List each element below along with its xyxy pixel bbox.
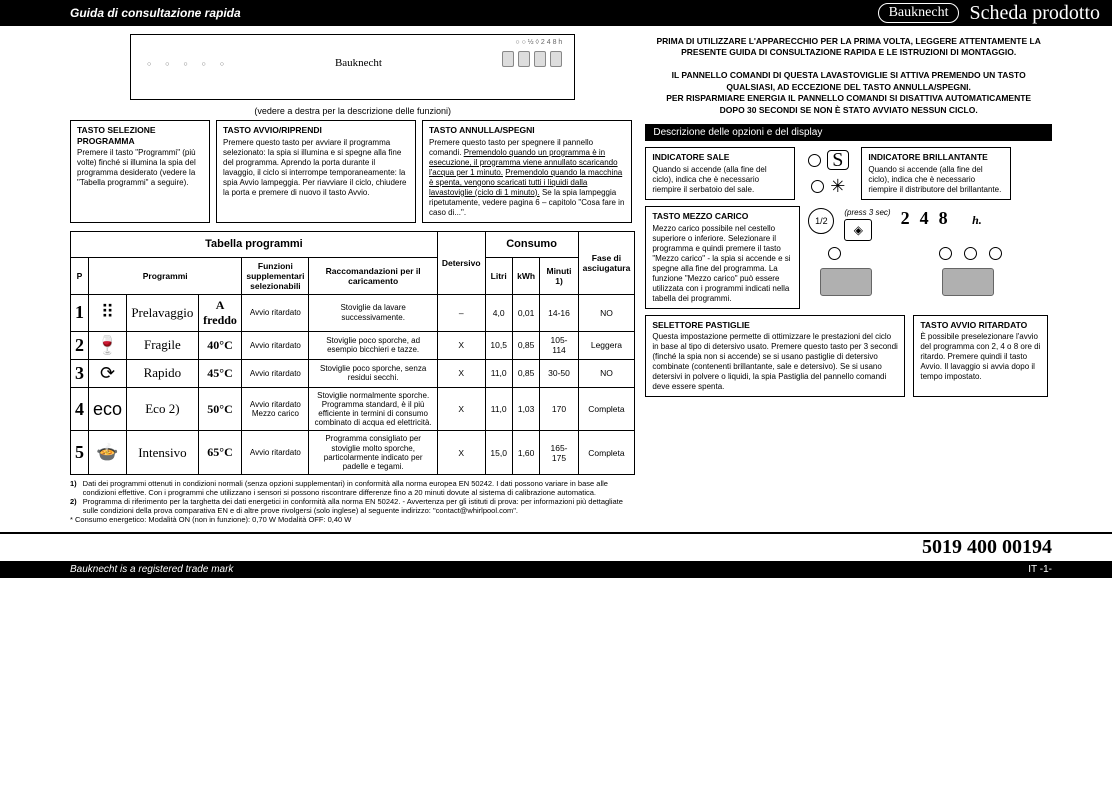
callout-body: Premere il tasto "Programmi" (più volte)… [77,148,203,188]
header-right: Scheda prodotto [969,2,1100,25]
table-row: 5🍲Intensivo65°CAvvio ritardatoProgramma … [71,431,635,475]
panel-indicator-icons: ○ ○ ½ ◊ 2 4 8 h [515,39,562,46]
document-number: 5019 400 00194 [0,532,1112,561]
table-row: 3⟳Rapido45°CAvvio ritardatoStoviglie poc… [71,359,635,387]
box-delay-start: TASTO AVVIO RITARDATOÈ possibile presele… [913,315,1048,398]
brand-logo: Bauknecht [878,3,960,23]
box-half-load: TASTO MEZZO CARICOMezzo carico possibile… [645,206,800,309]
col-p: P [71,257,89,294]
header-title: Guida di consultazione rapida [70,6,878,20]
page-lang: IT -1- [1028,564,1052,575]
panel-brand: Bauknecht [335,57,382,69]
col-reco: Raccomandazioni per il caricamento [309,257,437,294]
box-tablet-selector: SELETTORE PASTIGLIEQuesta impostazione p… [645,315,905,398]
program-table: Tabella programmi Detersivo Consumo Fase… [70,231,635,476]
tablet-icon: ◈ [844,219,872,241]
header-bar: Guida di consultazione rapida Bauknecht … [0,0,1112,26]
callout-title: TASTO SELEZIONE PROGRAMMA [77,125,203,146]
col-minutes: Minuti 1) [540,257,578,294]
control-panel-diagram: ○ ○ ○ ○ ○ Bauknecht ○ ○ ½ ◊ 2 4 8 h [130,34,575,100]
table-consumption: Consumo [485,231,578,257]
table-row: 2🍷Fragile40°CAvvio ritardatoStoviglie po… [71,331,635,359]
delay-hours: 248 h. [901,208,982,229]
box-rinse-indicator: INDICATORE BRILLANTANTEQuando si accende… [861,147,1011,200]
table-row: 1⠿PrelavaggioA freddoAvvio ritardatoStov… [71,294,635,331]
trademark-text: Bauknecht is a registered trade mark [70,564,1028,575]
panel-caption: (vedere a destra per la descrizione dell… [70,106,635,116]
rinse-icon: ✳ [830,176,845,197]
callout-cancel-off: TASTO ANNULLA/SPEGNI Premere questo tast… [422,120,632,223]
panel-prog-icons: ○ ○ ○ ○ ○ [147,61,230,68]
col-functions: Funzioni supplementari selezionabili [242,257,309,294]
indicator-icons: S ✳ [803,147,853,200]
col-programs: Programmi [89,257,242,294]
footnotes: 1)Dati dei programmi ottenuti in condizi… [70,479,635,524]
col-drying: Fase di asciugatura [578,231,635,294]
press-3sec-label: (press 3 sec) [844,208,890,217]
half-load-icon: 1/2 [808,208,834,234]
col-kwh: kWh [512,257,540,294]
half-load-button[interactable] [820,268,872,296]
col-detergent: Detersivo [437,231,485,294]
box-salt-indicator: INDICATORE SALEQuando si accende (alla f… [645,147,795,200]
indicator-leds [828,247,1048,260]
table-title: Tabella programmi [71,231,438,257]
delay-button[interactable] [942,268,994,296]
warning-block: PRIMA DI UTILIZZARE L'APPARECCHIO PER LA… [645,34,1052,124]
col-litres: Litri [485,257,512,294]
callout-title: TASTO ANNULLA/SPEGNI [429,125,625,136]
salt-icon: S [827,150,849,170]
callout-title: TASTO AVVIO/RIPRENDI [223,125,409,136]
panel-buttons [502,51,562,67]
callout-body: Premere questo tasto per spegnere il pan… [429,138,625,218]
option-buttons [820,268,1048,296]
callout-program-select: TASTO SELEZIONE PROGRAMMA Premere il tas… [70,120,210,223]
callout-body: Premere questo tasto per avviare il prog… [223,138,409,198]
footer-bar: Bauknecht is a registered trade mark IT … [0,561,1112,578]
table-row: 4ecoEco 2)50°CAvvio ritardato Mezzo cari… [71,387,635,431]
options-header: Descrizione delle opzioni e del display [645,124,1052,141]
callout-start-resume: TASTO AVVIO/RIPRENDI Premere questo tast… [216,120,416,223]
